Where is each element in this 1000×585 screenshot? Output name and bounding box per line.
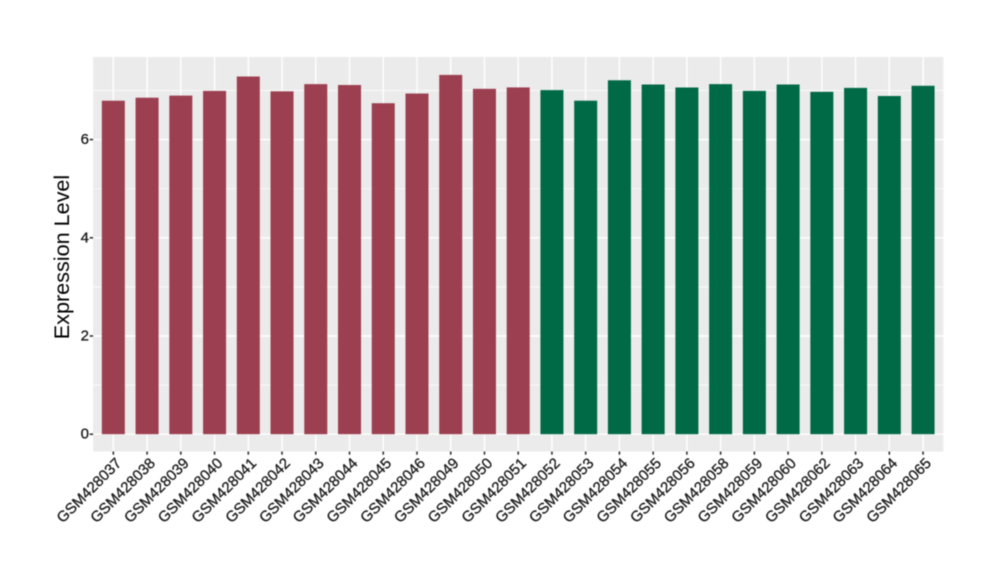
svg-text:6: 6 (81, 131, 89, 148)
svg-text:4: 4 (81, 229, 89, 246)
svg-text:Expression Level: Expression Level (49, 175, 74, 339)
svg-text:2: 2 (81, 328, 89, 345)
svg-text:0: 0 (81, 426, 89, 443)
